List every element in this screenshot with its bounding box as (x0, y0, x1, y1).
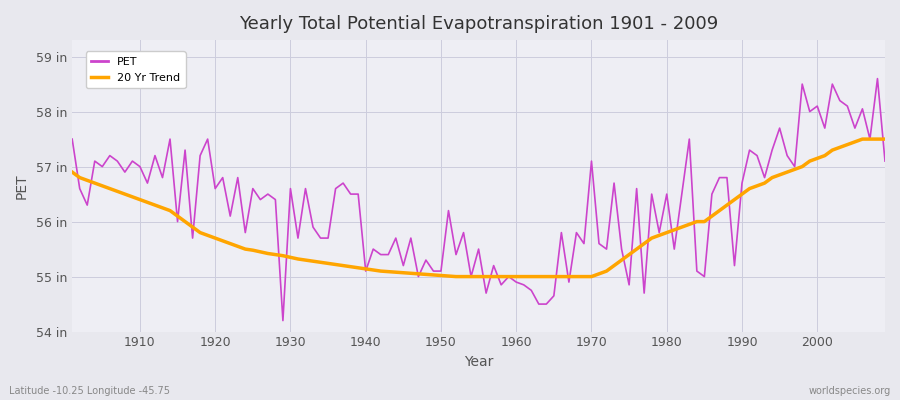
Title: Yearly Total Potential Evapotranspiration 1901 - 2009: Yearly Total Potential Evapotranspiratio… (239, 15, 718, 33)
Text: Latitude -10.25 Longitude -45.75: Latitude -10.25 Longitude -45.75 (9, 386, 170, 396)
X-axis label: Year: Year (464, 355, 493, 369)
Text: worldspecies.org: worldspecies.org (809, 386, 891, 396)
Legend: PET, 20 Yr Trend: PET, 20 Yr Trend (86, 52, 185, 88)
Y-axis label: PET: PET (15, 173, 29, 199)
